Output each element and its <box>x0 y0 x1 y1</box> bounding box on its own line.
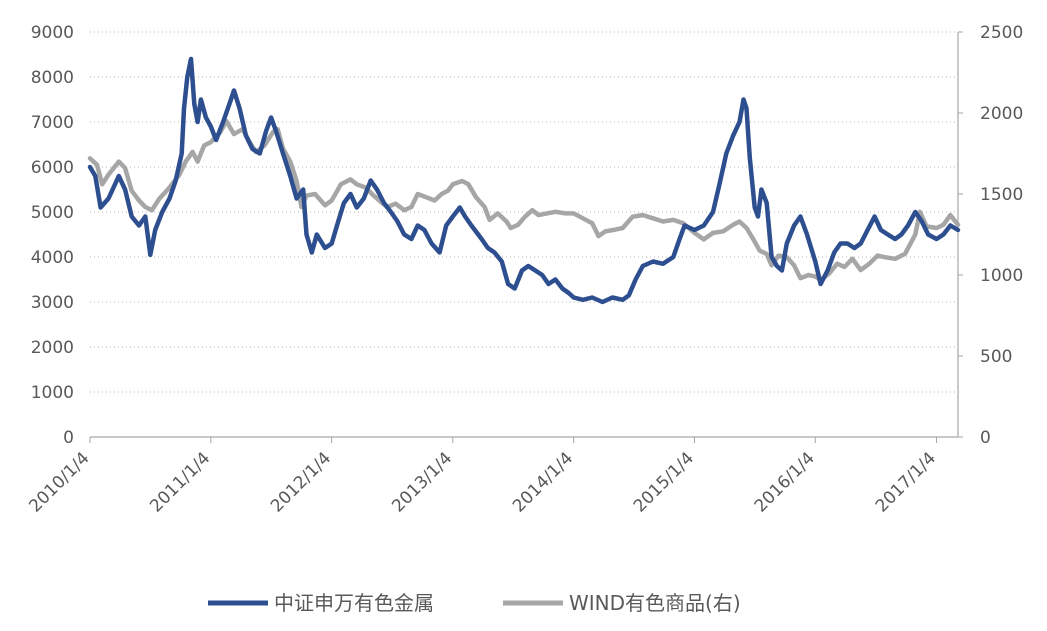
y-right-tick-label: 1000 <box>980 266 1023 286</box>
x-tick-label: 2016/1/4 <box>751 448 819 516</box>
x-tick-label: 2011/1/4 <box>146 448 214 516</box>
x-tick-label: 2013/1/4 <box>388 448 456 516</box>
x-tick-label: 2015/1/4 <box>630 448 698 516</box>
x-tick-label: 2012/1/4 <box>267 448 335 516</box>
y-right-tick-label: 2500 <box>980 23 1023 43</box>
y-left-tick-label: 5000 <box>31 203 74 223</box>
legend-label: WIND有色商品(右) <box>569 591 741 615</box>
series-line <box>87 56 961 305</box>
y-left-tick-label: 8000 <box>31 68 74 88</box>
y-left-tick-label: 9000 <box>31 23 74 43</box>
y-right-tick-label: 0 <box>980 428 991 448</box>
y-left-tick-label: 2000 <box>31 338 74 358</box>
y-right-tick-label: 1500 <box>980 185 1023 205</box>
y-right-tick-label: 500 <box>980 347 1012 367</box>
y-left-tick-label: 3000 <box>31 293 74 313</box>
series-line <box>87 118 961 283</box>
y-left-tick-label: 1000 <box>31 383 74 403</box>
x-tick-label: 2014/1/4 <box>509 448 577 516</box>
y-right-tick-label: 2000 <box>980 104 1023 124</box>
y-left-tick-label: 6000 <box>31 158 74 178</box>
legend-label: 中证申万有色金属 <box>274 591 434 615</box>
y-left-tick-label: 4000 <box>31 248 74 268</box>
x-tick-label: 2010/1/4 <box>25 448 93 516</box>
x-tick-label: 2017/1/4 <box>872 448 940 516</box>
y-left-tick-label: 0 <box>63 428 74 448</box>
y-left-tick-label: 7000 <box>31 113 74 133</box>
